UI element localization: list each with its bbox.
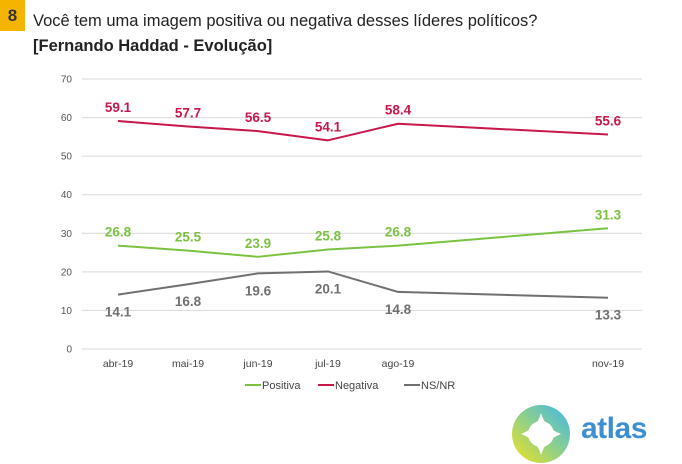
- atlas-logo-text: atlas: [581, 412, 647, 445]
- legend-label: Positiva: [262, 380, 301, 392]
- series-line-nsnr: [117, 270, 609, 299]
- x-tick-label: nov-19: [592, 358, 624, 370]
- data-label: 26.8: [385, 225, 412, 240]
- y-tick-label: 50: [61, 152, 73, 163]
- legend-label: Negativa: [335, 380, 379, 392]
- y-tick-label: 30: [61, 229, 73, 240]
- x-tick-label: abr-19: [103, 358, 134, 370]
- y-tick-label: 60: [61, 113, 73, 124]
- x-axis-ticks: abr-19 mai-19 jun-19 jul-19 ago-19 nov-19: [103, 358, 624, 370]
- data-label: 25.5: [175, 230, 202, 245]
- data-label: 14.8: [385, 302, 412, 317]
- x-tick-label: jun-19: [242, 358, 272, 370]
- x-tick-label: ago-19: [382, 358, 415, 370]
- atlas-compass-icon: [512, 405, 570, 463]
- slide-number-badge: 8: [0, 0, 25, 31]
- y-axis-ticks: 0 10 20 30 40 50 60 70: [61, 75, 73, 356]
- data-label: 59.1: [105, 100, 132, 115]
- data-label: 54.1: [315, 119, 342, 134]
- y-tick-label: 70: [61, 75, 73, 86]
- y-tick-label: 10: [61, 306, 73, 317]
- data-label: 56.5: [245, 110, 272, 125]
- data-label: 25.8: [315, 228, 342, 243]
- y-tick-label: 20: [61, 267, 73, 278]
- data-labels: 26.8 25.5 23.9 25.8 26.8 31.3 59.1 57.7 56.5 54.1…: [105, 100, 622, 323]
- data-label: 55.6: [595, 114, 622, 129]
- legend: Positiva Negativa NS/NR: [245, 380, 455, 392]
- x-tick-label: mai-19: [172, 358, 204, 370]
- x-tick-label: jul-19: [314, 358, 341, 370]
- data-label: 26.8: [105, 225, 132, 240]
- data-label: 16.8: [175, 294, 202, 309]
- series-lines: [117, 120, 609, 299]
- legend-label: NS/NR: [421, 380, 455, 392]
- data-label: 57.7: [175, 105, 201, 120]
- y-tick-label: 40: [61, 190, 73, 201]
- chart-title: Você tem uma imagem positiva ou negativa…: [33, 12, 538, 30]
- series-line-negativa: [117, 120, 609, 142]
- data-label: 14.1: [105, 305, 132, 320]
- data-label: 58.4: [385, 103, 412, 118]
- chart-subtitle: [Fernando Haddad - Evolução]: [33, 37, 273, 55]
- y-tick-label: 0: [66, 345, 72, 356]
- data-label: 31.3: [595, 207, 622, 222]
- gridlines: [82, 78, 642, 350]
- data-label: 13.3: [595, 308, 622, 323]
- series-line-positiva: [117, 227, 609, 258]
- data-label: 19.6: [245, 283, 272, 298]
- data-label: 23.9: [245, 236, 271, 251]
- data-label: 20.1: [315, 281, 342, 296]
